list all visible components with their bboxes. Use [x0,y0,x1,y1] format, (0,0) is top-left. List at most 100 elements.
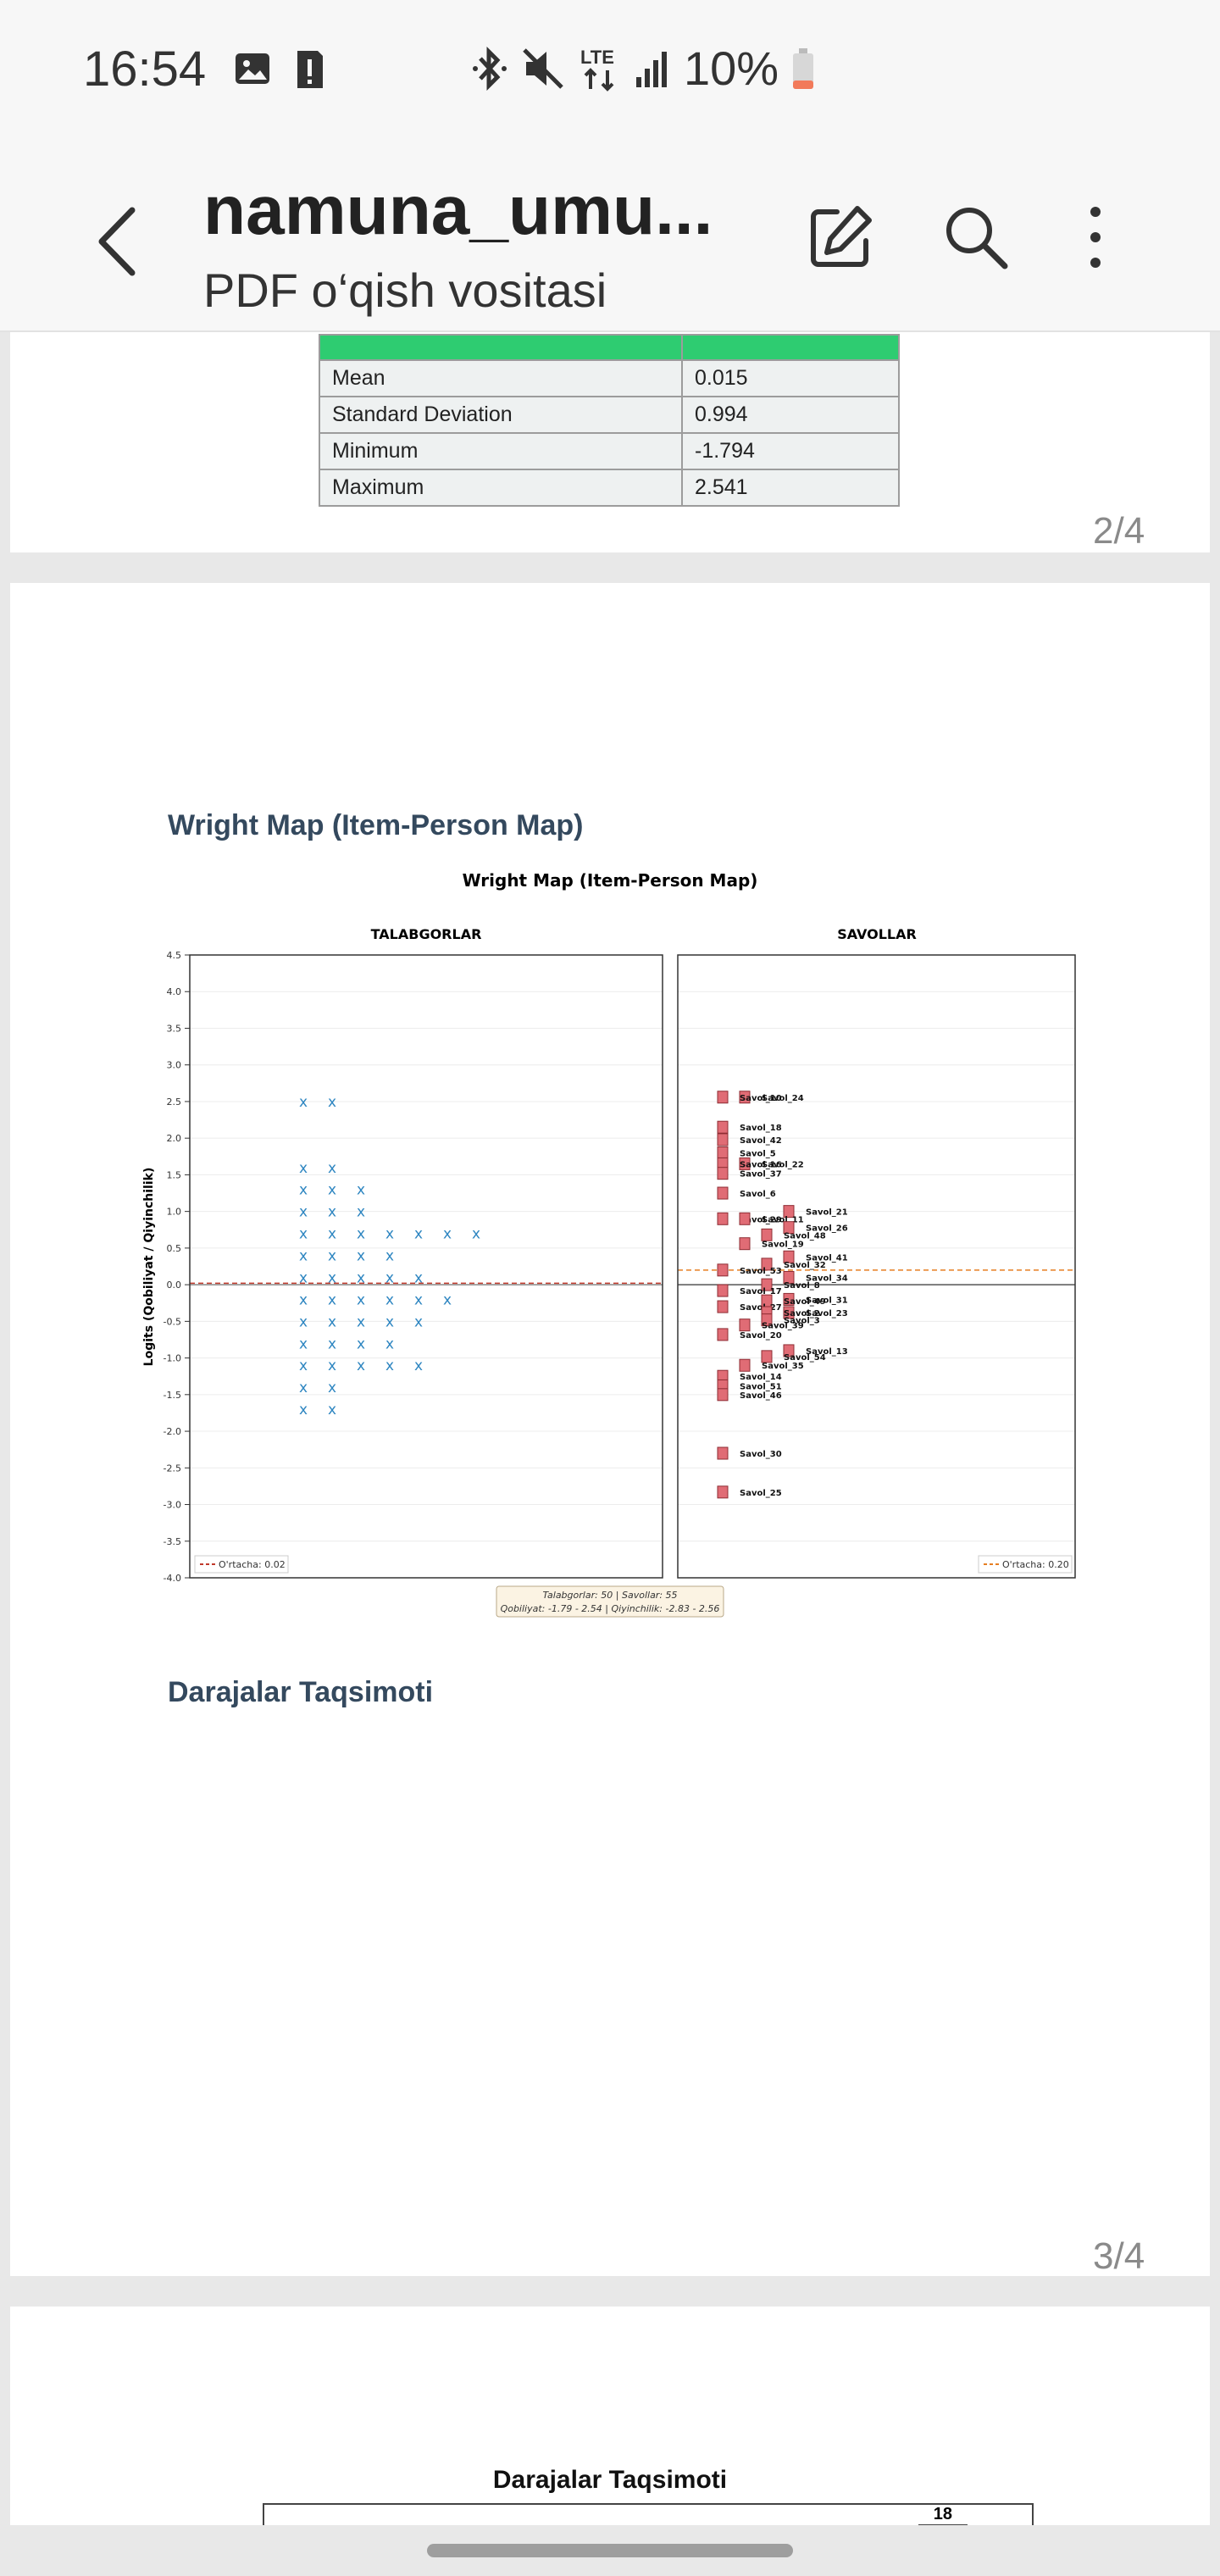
person-marker: x [357,1204,365,1221]
svg-text:LTE: LTE [580,47,614,68]
mute-icon [523,47,563,89]
person-marker: x [443,1291,452,1308]
item-label: Savol_25 [740,1489,782,1498]
person-marker: x [299,1248,308,1265]
y-axis-label: Logits (Qobiliyat / Qiyinchilik) [142,1168,156,1367]
y-tick-label: -0.5 [164,1316,181,1327]
person-marker: x [328,1402,336,1418]
left-panel-title: TALABGORLAR [371,926,482,942]
y-tick-label: 1.5 [167,1169,182,1180]
person-marker: x [357,1269,365,1286]
person-marker: x [299,1380,308,1396]
left-panel-frame [189,954,663,1579]
item-label: Savol_10 [740,1094,782,1103]
lte-icon: LTE [580,47,614,92]
person-marker: x [385,1226,394,1243]
item-marker [761,1257,773,1271]
stats-table: Mean 0.015 Standard Deviation 0.994 Minimu… [319,334,900,507]
person-marker: x [299,1313,308,1330]
bluetooth-icon [473,46,507,91]
person-marker: x [299,1226,308,1243]
person-markers: x xx xx x xx x xx x x x x x xx x x xx x x x xx x x x x xx x x x xx x x… [299,1094,480,1418]
person-marker: x [472,1226,480,1243]
person-marker: x [357,1291,365,1308]
item-label: Savol_30 [740,1450,782,1459]
item-label: Savol_17 [740,1287,782,1296]
document-title: namuna_umu... [203,172,713,249]
pdf-page-3 [10,583,1210,2276]
info-line-1: Talabgorlar: 50 | Savollar: 55 [542,1590,677,1601]
item-label: Savol_32 [784,1261,826,1270]
y-tick-label: -1.5 [164,1390,181,1401]
item-label: Savol_8 [784,1281,820,1291]
item-marker [717,1146,729,1159]
battery-icon [793,47,814,89]
person-marker: x [328,1269,336,1286]
item-label: Savol_53 [740,1267,782,1276]
item-label: Savol_49 [784,1297,826,1307]
gallery-icon [236,53,269,84]
item-label: Savol_48 [784,1231,826,1241]
alert-sd-icon [297,51,323,88]
document-subtitle: PDF o‘qish vositasi [203,264,607,317]
y-tick-label: -1.0 [164,1353,181,1364]
person-marker: x [357,1357,365,1374]
item-label: Savol_26 [806,1224,848,1234]
item-marker [717,1388,729,1402]
person-marker: x [414,1291,423,1308]
levels-chart-title: Darajalar Taqsimoti [492,2466,728,2494]
pdf-page-4 [10,2307,1210,2527]
right-legend-label: O'rtacha: 0.20 [1002,1559,1069,1570]
edit-icon[interactable] [807,203,874,271]
item-label: Savol_35 [762,1362,804,1371]
person-marker: x [328,1313,336,1330]
item-label: Savol_42 [740,1136,782,1146]
item-marker [717,1167,729,1180]
signal-icon [636,51,667,87]
chart-info-box: Talabgorlar: 50 | Savollar: 55 Qobiliyat… [496,1585,724,1618]
person-marker: x [328,1226,336,1243]
item-marker [739,1358,751,1372]
more-options-icon[interactable] [1083,203,1108,271]
right-legend: O'rtacha: 0.20 [978,1555,1073,1574]
person-marker: x [328,1248,336,1265]
levels-table-value: 18 [918,2505,968,2526]
item-label: Savol_18 [740,1124,782,1133]
item-label: Savol_24 [762,1094,804,1103]
person-marker: x [357,1313,365,1330]
item-label: Savol_39 [762,1322,804,1331]
item-label: Savol_31 [806,1296,848,1305]
person-marker: x [385,1248,394,1265]
item-marker [717,1328,729,1341]
y-tick-label: -3.0 [164,1500,181,1511]
search-icon[interactable] [942,203,1010,271]
status-bar: 16:54 LTE 10% [0,0,1220,144]
item-label: Savol_37 [740,1170,782,1180]
item-marker [783,1205,795,1219]
person-marker: x [414,1313,423,1330]
person-marker: x [385,1269,394,1286]
stats-table-header [319,334,900,361]
person-marker: x [299,1204,308,1221]
item-label: Savol_14 [740,1373,782,1382]
person-marker: x [357,1248,365,1265]
person-marker: x [414,1226,423,1243]
item-marker [783,1250,795,1263]
person-marker: x [299,1182,308,1199]
item-label: Savol_5 [740,1149,776,1158]
y-tick-label: 2.0 [167,1133,182,1144]
item-label: Savol_3 [784,1317,820,1326]
back-arrow-icon[interactable] [93,203,144,280]
home-gesture-handle[interactable] [427,2544,793,2557]
item-marker [761,1278,773,1291]
person-marker: x [299,1269,308,1286]
person-marker: x [328,1357,336,1374]
item-label: Savol_27 [740,1303,782,1313]
person-marker: x [414,1269,423,1286]
info-line-2: Qobiliyat: -1.79 - 2.54 | Qiyinchilik: -… [501,1603,720,1614]
item-label: Savol_22 [762,1160,804,1169]
left-legend-label: O'rtacha: 0.02 [219,1559,286,1570]
status-time: 16:54 [83,42,207,97]
person-marker: x [414,1357,423,1374]
navigation-bar [0,2525,1220,2576]
